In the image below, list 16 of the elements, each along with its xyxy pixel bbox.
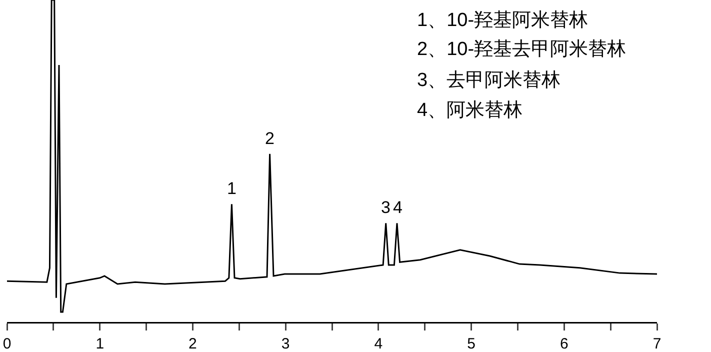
x-tick-label: 3	[281, 336, 290, 352]
x-tick-label: 2	[188, 336, 197, 352]
annotation: 1	[227, 179, 236, 198]
x-tick-label: 5	[467, 336, 476, 352]
annotation: 4	[393, 198, 402, 217]
annotation: 4、阿米替林	[417, 100, 523, 121]
annotation: 2	[265, 129, 274, 148]
x-tick-label: 7	[652, 336, 662, 352]
x-tick-label: 4	[374, 336, 383, 352]
x-tick-label: 0	[2, 336, 12, 352]
annotation: 3	[381, 198, 390, 217]
annotation: 2、10-羟基去甲阿米替林	[417, 39, 626, 60]
annotation: 1、10-羟基阿米替林	[417, 10, 588, 31]
x-tick-label: 1	[96, 336, 104, 352]
x-tick-label: 6	[560, 336, 568, 352]
annotation: 3、去甲阿米替林	[417, 70, 561, 91]
